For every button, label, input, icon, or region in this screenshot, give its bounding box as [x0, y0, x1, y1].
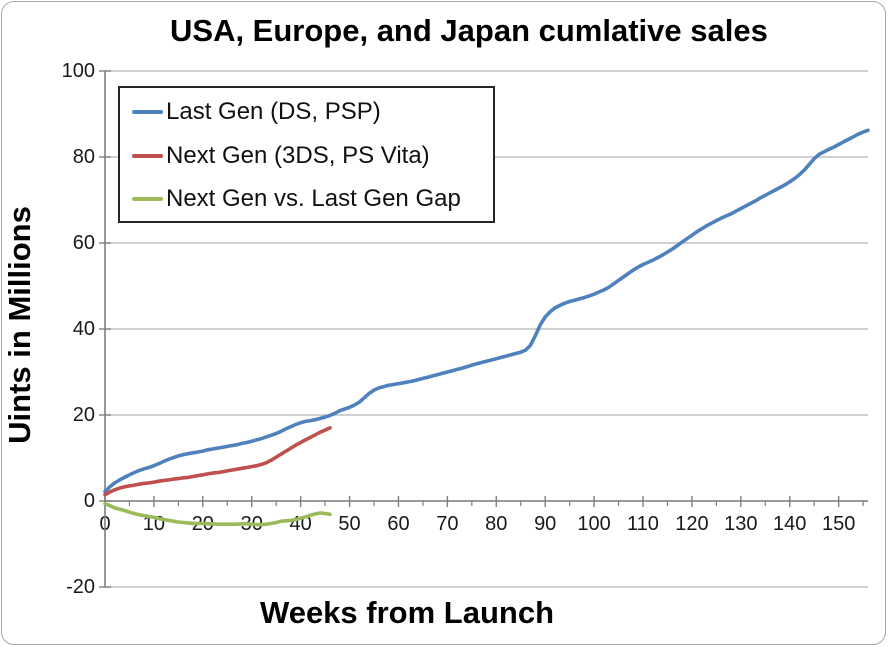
x-tick-label-130: 130: [724, 513, 758, 535]
x-tick-label-100: 100: [577, 513, 611, 535]
x-axis-title: Weeks from Launch: [260, 595, 555, 630]
legend-line-swatch-blue: [132, 109, 163, 114]
x-tick-label-90: 90: [534, 513, 557, 535]
y-tick-label-20: 20: [72, 404, 95, 426]
x-tick-label-40: 40: [289, 513, 312, 535]
x-tick-label-150: 150: [821, 513, 856, 535]
x-tick-label-10: 10: [142, 513, 166, 535]
x-tick-label-120: 120: [675, 513, 709, 535]
x-tick-label-140: 140: [773, 513, 807, 535]
legend: Last Gen (DS, PSP) Next Gen (3DS, PS Vit…: [118, 86, 495, 223]
legend-item-gap: Next Gen vs. Last Gen Gap: [132, 177, 493, 221]
legend-line-swatch-green: [132, 197, 163, 202]
legend-item-last-gen: Last Gen (DS, PSP): [132, 90, 493, 134]
x-tick-label-0: 0: [99, 513, 111, 535]
y-tick-label-100: 100: [61, 60, 95, 82]
x-tick-label-110: 110: [627, 513, 659, 535]
x-tick-label-60: 60: [387, 513, 410, 535]
y-tick-label--20: -20: [66, 576, 95, 598]
y-tick-label-60: 60: [72, 232, 95, 254]
legend-line-swatch-red: [132, 153, 163, 158]
chart-title: USA, Europe, and Japan cumlative sales: [170, 13, 768, 48]
x-tick-label-20: 20: [191, 513, 214, 535]
legend-label: Next Gen vs. Last Gen Gap: [166, 185, 461, 213]
legend-label: Next Gen (3DS, PS Vita): [166, 141, 430, 169]
x-tick-label-80: 80: [485, 513, 508, 535]
legend-item-next-gen: Next Gen (3DS, PS Vita): [132, 134, 493, 178]
y-tick-label-80: 80: [72, 146, 95, 168]
y-tick-label-0: 0: [83, 490, 95, 512]
y-tick-label-40: 40: [72, 318, 95, 340]
x-tick-label-50: 50: [338, 513, 361, 535]
x-tick-label-30: 30: [240, 513, 263, 535]
x-tick-label-70: 70: [436, 513, 459, 535]
legend-label: Last Gen (DS, PSP): [166, 97, 381, 125]
